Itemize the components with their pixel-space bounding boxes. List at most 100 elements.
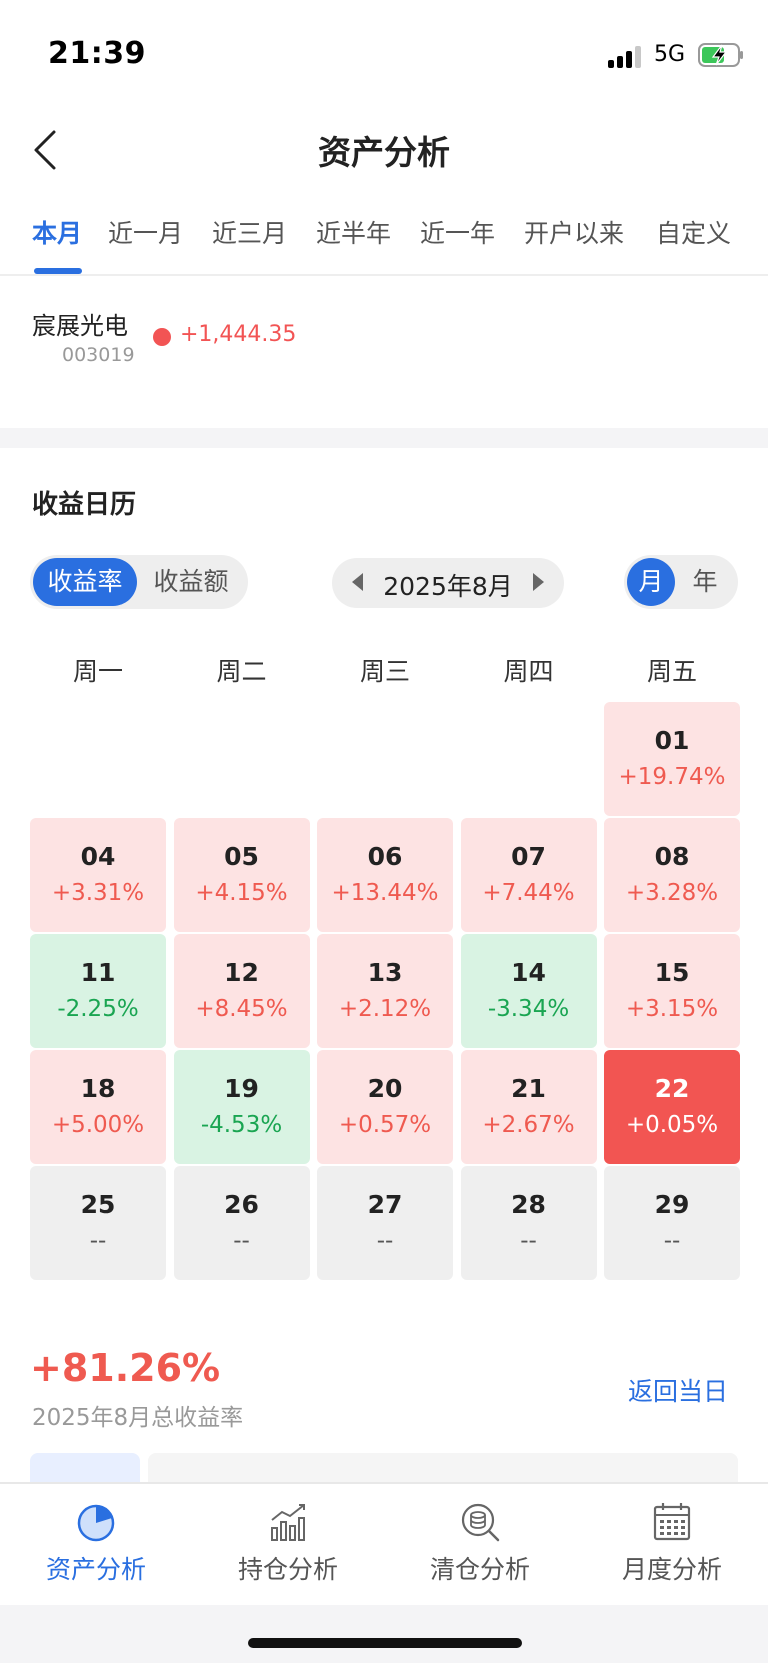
calendar-day-cell[interactable]: 19 -4.53% <box>173 1050 310 1164</box>
weekday-label: 周一 <box>72 657 123 686</box>
calendar-day-cell[interactable]: 12 +8.45% <box>173 934 310 1048</box>
day-return-rate: +2.67% <box>482 1112 575 1138</box>
tab-last-month[interactable]: 近一月 <box>108 219 184 248</box>
calendar-day-cell[interactable]: 20 +0.57% <box>317 1050 453 1164</box>
day-return-rate: -- <box>520 1228 537 1254</box>
page-title: 资产分析 <box>318 133 450 172</box>
nav-holding-analysis[interactable]: 持仓分析 <box>192 1484 384 1607</box>
period-tabs: 本月 近一月 近三月 近半年 近一年 开户以来 自定义 <box>0 206 768 276</box>
day-return-rate: -- <box>663 1228 681 1254</box>
day-number: 11 <box>80 958 116 987</box>
calendar-title: 收益日历 <box>32 490 137 520</box>
tab-custom[interactable]: 自定义 <box>656 219 732 248</box>
day-number: 13 <box>367 958 403 987</box>
weekday-label: 周三 <box>359 657 410 686</box>
day-return-rate: +0.57% <box>338 1112 432 1138</box>
bottom-nav: 资产分析 持仓分析 清仓分析 <box>0 1482 768 1605</box>
nav-header: 资产分析 <box>0 110 768 190</box>
calendar-day-cell[interactable]: 26 -- <box>173 1166 310 1280</box>
calendar-day-cell[interactable]: 28 -- <box>460 1166 597 1280</box>
tab-last-3-months[interactable]: 近三月 <box>212 219 288 248</box>
total-return-label: 2025年8月总收益率 <box>32 1405 244 1431</box>
total-return-rate: +81.26% <box>30 1346 221 1390</box>
day-number: 19 <box>224 1074 259 1103</box>
metric-toggle: 收益率 收益额 <box>30 555 248 609</box>
status-time: 21:39 <box>48 36 146 71</box>
status-bar: 21:39 5G <box>0 0 768 100</box>
stock-name: 宸展光电 <box>32 312 128 340</box>
tab-last-half-year[interactable]: 近半年 <box>316 219 392 248</box>
home-indicator-area <box>0 1605 768 1663</box>
range-toggle: 月 年 <box>624 555 738 609</box>
nav-clearance-analysis[interactable]: 清仓分析 <box>384 1484 576 1607</box>
pie-chart-icon <box>77 1504 115 1542</box>
calendar-day-cell[interactable]: 22 +0.05% <box>604 1050 740 1164</box>
day-return-rate: -- <box>233 1228 250 1254</box>
signal-icon <box>608 44 646 68</box>
tab-indicator <box>34 268 82 274</box>
network-type: 5G <box>654 42 686 67</box>
calendar-day-cell[interactable]: 29 -- <box>604 1166 740 1280</box>
day-return-rate: +8.45% <box>195 996 288 1022</box>
weekday-header: 周一 周二 周三 周四 周五 <box>30 652 740 692</box>
tab-this-month[interactable]: 本月 <box>32 219 83 248</box>
nav-label: 资产分析 <box>45 1555 146 1584</box>
day-number: 21 <box>511 1074 546 1103</box>
day-return-rate: +5.00% <box>51 1112 145 1138</box>
day-number: 18 <box>80 1074 116 1103</box>
day-number: 08 <box>654 842 690 871</box>
tab-last-year[interactable]: 近一年 <box>420 219 496 248</box>
day-number: 20 <box>367 1074 403 1103</box>
calendar-day-cell[interactable]: 01 +19.74% <box>604 702 740 816</box>
day-number: 04 <box>80 842 116 871</box>
metric-rate-option[interactable]: 收益率 <box>33 558 137 606</box>
stock-row[interactable]: 宸展光电 003019 +1,444.35 <box>0 290 768 430</box>
calendar-day-cell[interactable]: 05 +4.15% <box>173 818 310 932</box>
calendar-day-cell[interactable]: 15 +3.15% <box>604 934 740 1048</box>
month-label[interactable]: 2025年8月 <box>383 572 513 601</box>
day-number: 28 <box>511 1190 546 1219</box>
nav-asset-analysis[interactable]: 资产分析 <box>0 1484 192 1607</box>
day-number: 06 <box>367 842 403 871</box>
calendar-day-cell[interactable]: 13 +2.12% <box>317 934 453 1048</box>
prev-month-icon[interactable] <box>352 573 363 591</box>
calendar-day-cell[interactable]: 04 +3.31% <box>30 818 166 932</box>
calendar-day-cell[interactable]: 11 -2.25% <box>30 934 166 1048</box>
calendar-day-cell[interactable]: 21 +2.67% <box>460 1050 597 1164</box>
nav-label: 持仓分析 <box>237 1555 338 1584</box>
calendar-day-cell[interactable]: 27 -- <box>317 1166 453 1280</box>
day-return-rate: -2.25% <box>57 996 139 1022</box>
calendar-icon <box>653 1503 691 1541</box>
section-divider <box>0 428 768 448</box>
calendar-day-cell[interactable]: 07 +7.44% <box>460 818 597 932</box>
day-number: 01 <box>654 726 690 755</box>
day-return-rate: -4.53% <box>200 1112 283 1138</box>
calendar-day-cell[interactable]: 08 +3.28% <box>604 818 740 932</box>
metric-amount-option[interactable]: 收益额 <box>153 567 229 596</box>
tab-since-opening[interactable]: 开户以来 <box>524 219 625 248</box>
next-month-icon[interactable] <box>533 573 544 591</box>
day-return-rate: +7.44% <box>482 880 575 906</box>
weekday-label: 周二 <box>216 657 267 686</box>
nav-label: 月度分析 <box>621 1555 722 1584</box>
home-indicator[interactable] <box>248 1638 522 1648</box>
next-section-peek <box>30 1453 140 1483</box>
nav-label: 清仓分析 <box>429 1555 530 1584</box>
day-return-rate: +0.05% <box>625 1112 719 1138</box>
range-year-option[interactable]: 年 <box>692 567 718 596</box>
day-number: 05 <box>224 842 259 871</box>
calendar-day-cell[interactable]: 14 -3.34% <box>460 934 597 1048</box>
day-return-rate: +3.31% <box>51 880 145 906</box>
day-return-rate: +2.12% <box>338 996 432 1022</box>
weekday-label: 周五 <box>646 657 697 686</box>
calendar-day-cell[interactable]: 18 +5.00% <box>30 1050 166 1164</box>
back-to-today-link[interactable]: 返回当日 <box>628 1377 729 1406</box>
day-return-rate: +3.15% <box>625 996 719 1022</box>
day-return-rate: +3.28% <box>625 880 719 906</box>
range-month-option[interactable]: 月 <box>627 558 675 606</box>
calendar-day-cell[interactable]: 25 -- <box>30 1166 166 1280</box>
gain-dot-icon <box>153 328 171 346</box>
back-arrow-icon[interactable] <box>24 124 72 176</box>
calendar-day-cell[interactable]: 06 +13.44% <box>317 818 453 932</box>
nav-monthly-analysis[interactable]: 月度分析 <box>576 1484 768 1607</box>
